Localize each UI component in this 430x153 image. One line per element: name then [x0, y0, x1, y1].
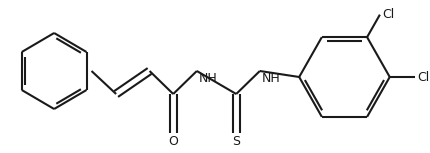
Text: NH: NH [198, 72, 217, 85]
Text: Cl: Cl [416, 71, 429, 84]
Text: Cl: Cl [381, 8, 393, 21]
Text: NH: NH [261, 72, 280, 85]
Text: S: S [232, 135, 240, 148]
Text: O: O [168, 135, 178, 148]
